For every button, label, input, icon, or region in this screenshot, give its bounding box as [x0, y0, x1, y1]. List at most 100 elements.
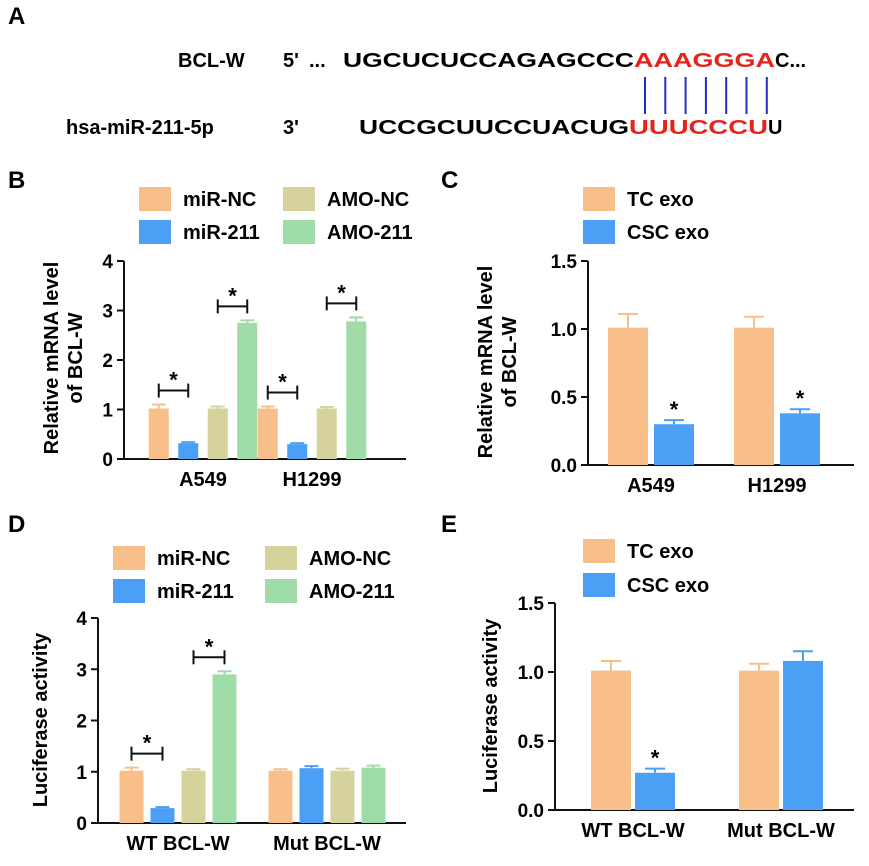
bar-amo-nc	[181, 770, 206, 823]
mirna-sequence-tail: U	[768, 117, 782, 139]
significance-star: *	[143, 731, 152, 756]
legend-swatch	[113, 546, 145, 570]
bar-mir-211	[150, 808, 175, 823]
y-tick-label: 1.5	[551, 252, 578, 273]
significance-star: *	[651, 746, 660, 771]
legend-label: miR-211	[183, 222, 260, 244]
bar-mir-211	[299, 768, 324, 823]
target-gene-label: BCL-W	[178, 50, 245, 72]
legend-swatch	[283, 220, 315, 244]
mirna-sequence: UCCGCUUCCUACUG	[359, 117, 629, 139]
y-tick-label: 3	[102, 302, 113, 323]
y-tick-label: 3	[76, 660, 87, 681]
legend-label: AMO-211	[327, 222, 413, 244]
significance-star: *	[169, 368, 178, 393]
panel-a: A BCL-W 5' ... UGCUCUCCAGAGCCC AAAGGGA C…	[8, 3, 806, 139]
x-category-label: A549	[179, 469, 227, 491]
legend-label: CSC exo	[627, 575, 709, 597]
x-category-label: WT BCL-W	[126, 833, 229, 855]
bar-amo-211	[212, 674, 237, 823]
bar-mir-211	[287, 444, 308, 459]
panel-letter-a: A	[8, 3, 25, 30]
bar-csc-exo	[635, 772, 675, 810]
target-seed-sequence: AAAGGGA	[634, 50, 775, 72]
legend-label: miR-NC	[157, 548, 230, 570]
bar-tc-exo	[591, 670, 631, 810]
significance-star: *	[337, 280, 346, 305]
x-category-label: H1299	[283, 469, 342, 491]
bar-mir-nc	[268, 770, 293, 823]
x-category-label: A549	[627, 475, 675, 497]
y-tick-label: 1.0	[518, 663, 544, 684]
significance-star: *	[670, 397, 679, 422]
mirna-end-label: 3'	[283, 117, 299, 139]
target-end-label: 5'	[283, 50, 299, 72]
bar-mir-nc	[119, 770, 144, 823]
bar-tc-exo	[608, 327, 648, 465]
y-tick-label: 0.0	[551, 456, 577, 477]
y-tick-label: 1	[76, 763, 87, 784]
target-sequence: UGCUCUCCAGAGCCC	[343, 50, 634, 72]
legend-swatch	[283, 187, 315, 211]
y-axis-title: of BCL-W	[499, 316, 521, 407]
bar-amo-211	[237, 322, 258, 459]
mirna-label: hsa-miR-211-5p	[66, 117, 214, 139]
panel-letter-b: B	[8, 167, 25, 194]
panel-d: D miR-NC miR-211 AMO-NC AMO-211 0 1 2 3 4 Lucifer…	[8, 511, 406, 855]
y-tick-label: 0.5	[551, 388, 578, 409]
y-tick-label: 0	[76, 814, 87, 835]
y-tick-label: 1.5	[518, 594, 545, 615]
legend-swatch	[139, 220, 171, 244]
bar-amo-nc	[330, 770, 355, 823]
x-category-label: Mut BCL-W	[727, 820, 835, 842]
legend-label: miR-NC	[183, 189, 256, 211]
legend-swatch	[265, 579, 297, 603]
panel-letter-d: D	[8, 511, 25, 538]
base-pair-lines	[644, 77, 768, 114]
bar-amo-211	[346, 321, 367, 459]
bar-csc-exo	[783, 660, 823, 810]
bar-csc-exo	[654, 424, 694, 465]
legend-label: AMO-NC	[327, 189, 409, 211]
legend-swatch	[265, 546, 297, 570]
legend-label: CSC exo	[627, 222, 709, 244]
y-tick-label: 0.5	[518, 732, 545, 753]
mirna-seed-sequence: UUUCCCU	[629, 117, 768, 139]
legend-label: AMO-NC	[309, 548, 391, 570]
x-category-label: WT BCL-W	[581, 820, 684, 842]
x-category-label: H1299	[748, 475, 807, 497]
bar-mir-nc	[148, 408, 169, 459]
y-tick-label: 2	[102, 351, 113, 372]
significance-star: *	[796, 386, 805, 411]
y-tick-label: 0	[102, 450, 113, 471]
bar-amo-211	[361, 767, 386, 823]
significance-star: *	[228, 283, 237, 308]
legend-swatch	[583, 573, 615, 597]
y-tick-label: 4	[76, 609, 87, 630]
legend-swatch	[583, 187, 615, 211]
y-axis-title: Luciferase activity	[30, 632, 52, 807]
legend-label: AMO-211	[309, 581, 395, 603]
bar-amo-nc	[207, 408, 228, 459]
panel-c: C TC exo CSC exo 0.0 0.5 1.0 1.5 Relative mRNA…	[441, 167, 854, 497]
y-axis-title: Luciferase activity	[480, 618, 502, 793]
bar-csc-exo	[780, 413, 820, 465]
y-tick-label: 0.0	[518, 801, 544, 822]
legend-label: miR-211	[157, 581, 234, 603]
significance-star: *	[205, 634, 214, 659]
y-tick-label: 4	[102, 252, 113, 273]
legend-label: TC exo	[627, 541, 694, 563]
legend-swatch	[583, 220, 615, 244]
legend-label: TC exo	[627, 189, 694, 211]
target-sequence-tail: C...	[775, 50, 806, 72]
target-ellipsis: ...	[309, 50, 326, 72]
panel-e: E TC exo CSC exo 0.0 0.5 1.0 1.5 Luciferase ac…	[441, 511, 854, 842]
legend-swatch	[113, 579, 145, 603]
y-axis-title: Relative mRNA level	[41, 262, 63, 455]
bar-mir-211	[178, 443, 199, 459]
y-axis-title: Relative mRNA level	[475, 266, 497, 459]
panel-letter-c: C	[441, 167, 458, 194]
legend-swatch	[139, 187, 171, 211]
legend-swatch	[583, 539, 615, 563]
